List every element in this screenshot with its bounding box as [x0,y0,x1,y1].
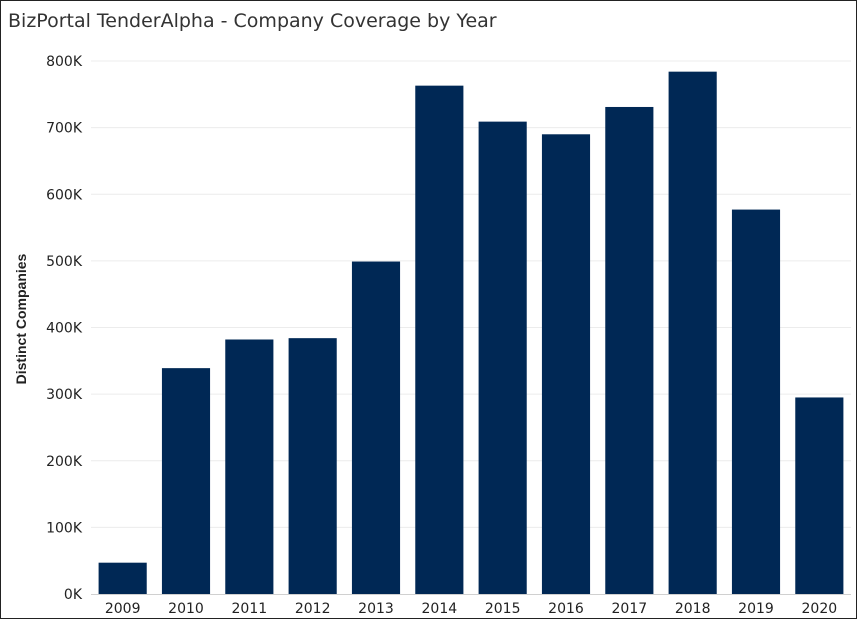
bar-2009 [98,562,147,594]
y-tick-label: 800K [46,54,83,70]
bar-2013 [351,261,401,594]
bar-2014 [415,85,464,595]
x-tick-label: 2013 [358,601,394,617]
bar-2017 [605,106,654,594]
y-tick-label: 0K [64,587,83,603]
x-tick-label: 2019 [738,601,774,617]
x-tick-label: 2014 [422,601,458,617]
bar-2010 [161,368,211,594]
bar-2020 [795,397,844,594]
bar-2019 [731,209,781,595]
y-tick-label: 300K [46,387,83,403]
x-tick-label: 2017 [612,601,648,617]
x-tick-label: 2015 [485,601,521,617]
bar-2012 [288,338,337,594]
bar-2016 [541,134,591,594]
bar-2015 [478,121,527,594]
y-tick-label: 600K [46,187,83,203]
x-tick-label: 2009 [105,601,141,617]
y-tick-label: 500K [46,254,83,270]
x-tick-label: 2016 [548,601,584,617]
x-tick-label: 2020 [802,601,838,617]
bar-2018 [668,71,717,594]
x-tick-label: 2011 [232,601,268,617]
y-tick-label: 200K [46,454,83,470]
x-tick-label: 2010 [168,601,204,617]
x-tick-label: 2012 [295,601,331,617]
y-tick-label: 400K [46,321,83,337]
chart-title: BizPortal TenderAlpha - Company Coverage… [8,10,497,32]
x-tick-label: 2018 [675,601,711,617]
y-tick-label: 100K [46,520,83,536]
y-tick-label: 700K [46,121,83,137]
bar-2011 [225,339,274,594]
